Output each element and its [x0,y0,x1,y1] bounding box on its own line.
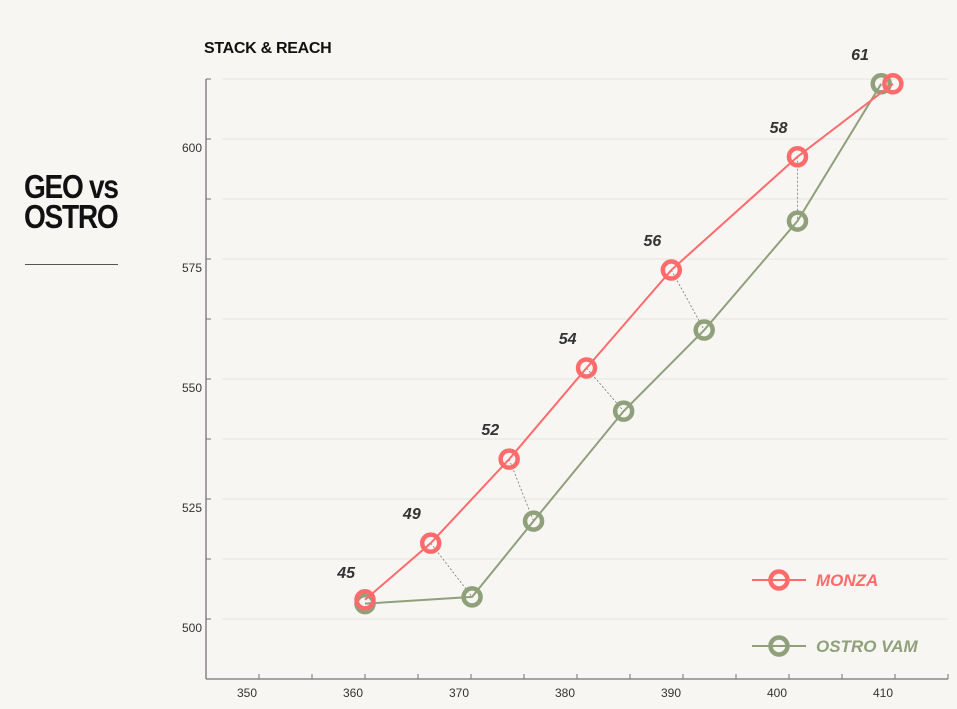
data-point-monza [882,73,904,95]
series-line-ostro-vam [364,83,883,605]
heading-line-2: OSTRO [24,198,119,235]
size-label: 52 [481,422,499,439]
x-tick-label: 380 [555,686,575,700]
data-point-ostro-vam [612,400,635,422]
x-tick-label: 400 [767,686,787,700]
size-label: 56 [644,233,662,250]
y-tick-label: 500 [182,621,202,635]
y-tick-label: 550 [182,381,202,395]
x-tick-label: 370 [449,686,469,700]
data-point-ostro-vam [522,510,545,532]
size-label: 54 [559,331,577,348]
legend-item-ostro-vam: OSTRO VAM [752,635,919,657]
size-label: 58 [770,120,788,137]
legend-item-monza: MONZA [752,569,878,591]
heading-divider [25,264,118,265]
data-point-ostro-vam [461,586,483,608]
heading-line-1: GEO vs [24,168,119,205]
y-tick-label: 575 [182,261,202,275]
legend-marker [768,635,790,657]
data-point-monza [575,357,598,379]
size-connector [430,542,473,598]
series-line-monza [364,83,894,601]
x-tick-label: 360 [343,686,363,700]
x-tick-label: 390 [661,686,681,700]
size-label: 45 [336,565,356,582]
page-heading: GEO vs OSTRO [24,168,119,235]
data-point-monza [660,259,683,281]
size-connector [670,269,705,331]
legend-marker [768,569,790,591]
y-tick-label: 600 [182,141,202,155]
size-connector [508,459,534,522]
data-point-ostro-vam [693,319,715,341]
legend-label: MONZA [816,571,878,590]
data-point-monza [498,448,520,470]
x-tick-label: 350 [237,686,257,700]
data-point-monza [419,532,442,554]
x-tick-label: 410 [873,686,893,700]
size-label: 49 [402,506,421,523]
y-tick-label: 525 [182,501,202,515]
size-label: 61 [851,47,869,64]
chart-title: STACK & REACH [204,40,332,57]
data-point-ostro-vam [786,210,809,232]
data-point-monza [786,146,809,168]
data-point-monza [354,589,376,611]
legend-label: OSTRO VAM [816,637,919,656]
